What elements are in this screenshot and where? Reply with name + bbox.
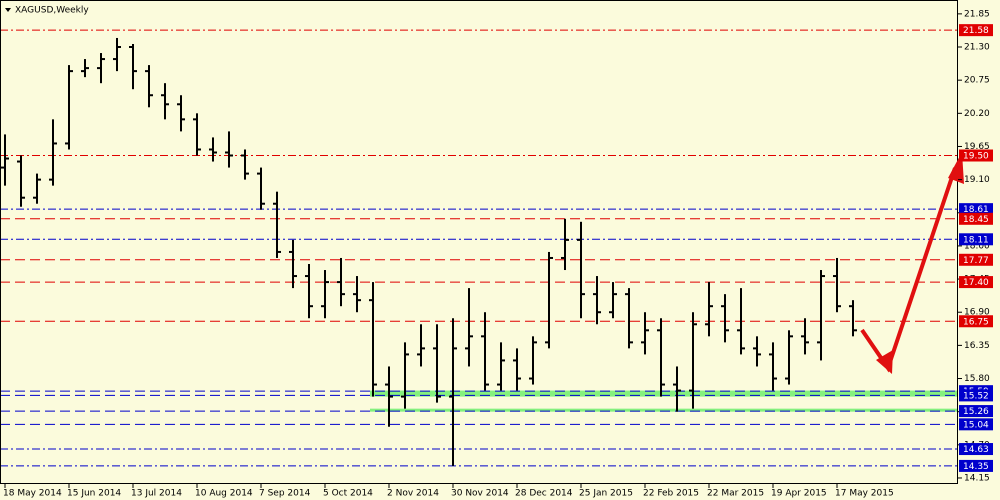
menu-triangle[interactable]	[5, 8, 11, 12]
y-tick-label: 18.00	[964, 241, 990, 251]
y-tick-label: 19.10	[964, 175, 990, 185]
level-label: 21.58	[963, 26, 989, 36]
x-tick-label: 2 Nov 2014	[387, 489, 439, 499]
level-box	[959, 212, 993, 225]
level-box	[959, 149, 993, 162]
x-tick-label: 28 Dec 2014	[515, 489, 573, 499]
level-box	[959, 203, 993, 216]
zone	[370, 390, 958, 397]
x-tick-label: 22 Feb 2015	[643, 489, 699, 499]
level-label: 15.04	[963, 420, 989, 430]
level-label: 18.61	[963, 205, 989, 215]
y-tick-label: 14.15	[964, 473, 990, 483]
x-tick-label: 15 Jun 2014	[67, 489, 121, 499]
level-box	[959, 459, 993, 472]
y-tick-label: 21.30	[964, 43, 990, 53]
level-label: 19.50	[963, 152, 989, 162]
level-box	[959, 389, 993, 402]
x-tick-label: 30 Nov 2014	[451, 489, 509, 499]
zone	[370, 408, 958, 412]
x-tick-label: 10 Aug 2014	[195, 489, 253, 499]
level-label: 15.52	[963, 391, 989, 401]
level-box	[959, 443, 993, 456]
x-tick-label: 18 May 2014	[3, 489, 62, 499]
level-box	[959, 276, 993, 289]
chart-title: XAGUSD,Weekly	[15, 6, 89, 16]
level-label: 17.40	[963, 278, 989, 288]
level-label: 15.26	[963, 407, 989, 417]
y-tick-label: 20.20	[964, 109, 990, 119]
level-box	[959, 24, 993, 37]
level-label: 14.63	[963, 445, 989, 455]
level-label: 18.11	[963, 235, 989, 245]
x-tick-label: 5 Oct 2014	[323, 489, 373, 499]
y-tick-label: 16.90	[964, 308, 990, 318]
level-label: 14.35	[963, 462, 989, 472]
y-tick-label: 15.80	[964, 374, 990, 384]
level-box	[959, 418, 993, 431]
plot-frame	[0, 0, 958, 484]
level-box	[959, 315, 993, 328]
x-tick-label: 13 Jul 2014	[131, 489, 182, 499]
x-tick-label: 7 Sep 2014	[259, 489, 311, 499]
level-box	[959, 405, 993, 418]
x-tick-label: 17 May 2015	[835, 489, 894, 499]
x-tick-label: 25 Jan 2015	[579, 489, 633, 499]
y-tick-label: 21.85	[964, 9, 990, 19]
y-tick-label: 20.75	[964, 76, 990, 86]
level-label: 18.45	[963, 215, 989, 225]
level-box	[959, 233, 993, 246]
x-tick-label: 22 Mar 2015	[707, 489, 764, 499]
level-label: 16.75	[963, 317, 989, 327]
y-tick-label: 16.35	[964, 341, 990, 351]
level-label: 17.77	[963, 256, 989, 266]
x-tick-label: 19 Apr 2015	[771, 489, 827, 499]
y-tick-label: 19.65	[964, 142, 990, 152]
level-box	[959, 253, 993, 266]
arrow-head	[876, 350, 893, 374]
arrow	[860, 152, 964, 374]
